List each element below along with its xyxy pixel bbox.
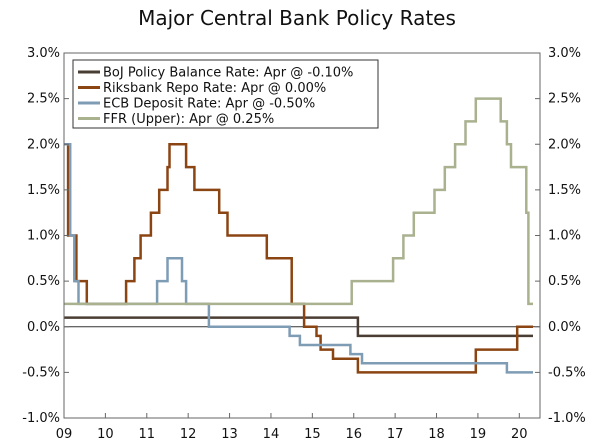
x-tick-label: 09 — [56, 427, 73, 442]
y-tick-label-right: 2.0% — [548, 137, 581, 152]
chart-title: Major Central Bank Policy Rates — [138, 6, 456, 30]
x-tick-label: 12 — [180, 427, 197, 442]
x-tick-label: 16 — [345, 427, 362, 442]
series-line-2 — [64, 143, 533, 374]
x-tick-label: 15 — [304, 427, 321, 442]
legend-label-1: BoJ Policy Balance Rate: Apr @ -0.10% — [103, 66, 353, 81]
series-line-4 — [64, 97, 533, 306]
y-tick-label-right: 2.5% — [548, 92, 581, 107]
legend: BoJ Policy Balance Rate: Apr @ -0.10%Rik… — [72, 59, 379, 129]
x-tick-label: 14 — [263, 427, 280, 442]
y-tick-label-left: 0.0% — [27, 320, 60, 335]
x-tick-label: 20 — [511, 427, 528, 442]
y-tick-label-left: -1.0% — [22, 411, 60, 426]
x-tick-label: 13 — [221, 427, 238, 442]
series-line-1 — [64, 316, 533, 338]
legend-label-3: ECB Deposit Rate: Apr @ -0.50% — [103, 97, 315, 112]
y-tick-label-right: 0.0% — [548, 320, 581, 335]
x-tick-label: 19 — [470, 427, 487, 442]
y-tick-label-right: 3.0% — [548, 46, 581, 61]
y-tick-label-left: 2.5% — [27, 92, 60, 107]
y-tick-label-left: 1.5% — [27, 183, 60, 198]
y-tick-label-right: 1.5% — [548, 183, 581, 198]
series-line-3 — [64, 143, 533, 374]
x-tick-label: 11 — [139, 427, 156, 442]
y-tick-label-left: 3.0% — [27, 46, 60, 61]
y-tick-label-right: -1.0% — [548, 411, 586, 426]
legend-box — [72, 59, 379, 129]
y-tick-label-left: 2.0% — [27, 137, 60, 152]
x-tick-label: 17 — [387, 427, 404, 442]
y-tick-label-right: -0.5% — [548, 365, 586, 380]
y-tick-label-right: 1.0% — [548, 229, 581, 244]
x-tick-label: 18 — [428, 427, 445, 442]
legend-label-4: FFR (Upper): Apr @ 0.25% — [103, 112, 274, 127]
y-tick-label-right: 0.5% — [548, 274, 581, 289]
y-tick-label-left: 0.5% — [27, 274, 60, 289]
legend-label-2: Riksbank Repo Rate: Apr @ 0.00% — [103, 81, 326, 96]
y-tick-label-left: -0.5% — [22, 365, 60, 380]
y-tick-label-left: 1.0% — [27, 229, 60, 244]
x-tick-label: 10 — [97, 427, 114, 442]
